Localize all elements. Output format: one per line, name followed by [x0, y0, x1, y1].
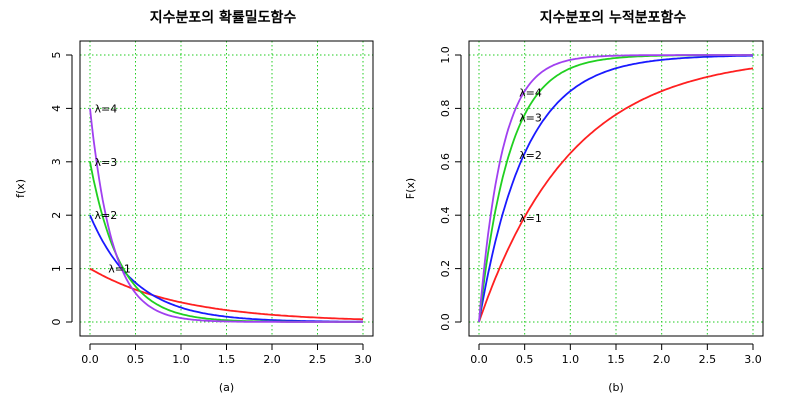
curve-label: λ=4 — [95, 102, 118, 115]
chart-title: 지수분포의 확률밀도함수 — [150, 9, 297, 26]
series-line-lambda-1 — [478, 67, 754, 323]
x-tick-label: 2.0 — [263, 353, 281, 366]
curve-label: λ=1 — [108, 263, 131, 276]
series-line-lambda-4 — [89, 108, 363, 323]
x-tick-label: 1.5 — [218, 353, 236, 366]
x-tick-label: 1.0 — [562, 353, 580, 366]
x-axis-label: (b) — [608, 381, 624, 394]
y-tick-label: 0.0 — [439, 313, 452, 331]
x-axis-label: (a) — [219, 381, 234, 394]
x-tick-label: 2.5 — [699, 353, 717, 366]
x-tick-label: 0.0 — [470, 353, 488, 366]
pdf-panel: 지수분포의 확률밀도함수 λ=4 λ=3 λ=2 λ=1 0.0 0.5 1.0 1.5 2.0 2… — [14, 9, 374, 394]
curve-label: λ=3 — [519, 112, 542, 125]
y-tick-label: 1 — [50, 265, 63, 272]
x-tick-label: 0.5 — [516, 353, 534, 366]
x-tick-label: 0.5 — [127, 353, 145, 366]
x-tick-label: 3.0 — [354, 353, 372, 366]
cdf-panel: 지수분포의 누적분포함수 λ=4 λ=3 λ=2 λ=1 0.0 0.5 1.0 1.5 2.0 2… — [404, 9, 764, 394]
y-tick-label: 3 — [50, 158, 63, 165]
x-tick-label: 3.0 — [744, 353, 762, 366]
curve-label: λ=2 — [95, 209, 118, 222]
x-tick-label: 0.0 — [81, 353, 99, 366]
curve-label: λ=1 — [519, 212, 542, 225]
y-tick-label: 4 — [50, 105, 63, 112]
y-tick-label: 0.2 — [439, 260, 452, 278]
y-tick-label: 0.6 — [439, 153, 452, 171]
y-axis-label: f(x) — [14, 179, 27, 198]
x-tick-label: 2.5 — [309, 353, 327, 366]
series-line-lambda-2 — [478, 54, 753, 323]
y-axis-label: F(x) — [404, 178, 417, 199]
x-tick-label: 1.5 — [607, 353, 625, 366]
chart-title: 지수분포의 누적분포함수 — [540, 9, 687, 26]
curve-label: λ=3 — [95, 156, 118, 169]
plot-frame — [468, 40, 764, 337]
series-line-lambda-4 — [478, 54, 753, 323]
y-tick-label: 5 — [50, 52, 63, 59]
y-tick-label: 0.4 — [439, 206, 452, 224]
y-tick-label: 0.8 — [439, 100, 452, 118]
series-line-lambda-1 — [89, 267, 363, 321]
plot-frame — [79, 40, 374, 337]
curve-label: λ=4 — [519, 86, 542, 99]
curve-label: λ=2 — [519, 149, 542, 162]
y-tick-label: 1.0 — [439, 46, 452, 64]
y-tick-label: 2 — [50, 212, 63, 219]
x-tick-label: 2.0 — [653, 353, 671, 366]
x-tick-label: 1.0 — [172, 353, 190, 366]
y-tick-label: 0 — [50, 319, 63, 326]
